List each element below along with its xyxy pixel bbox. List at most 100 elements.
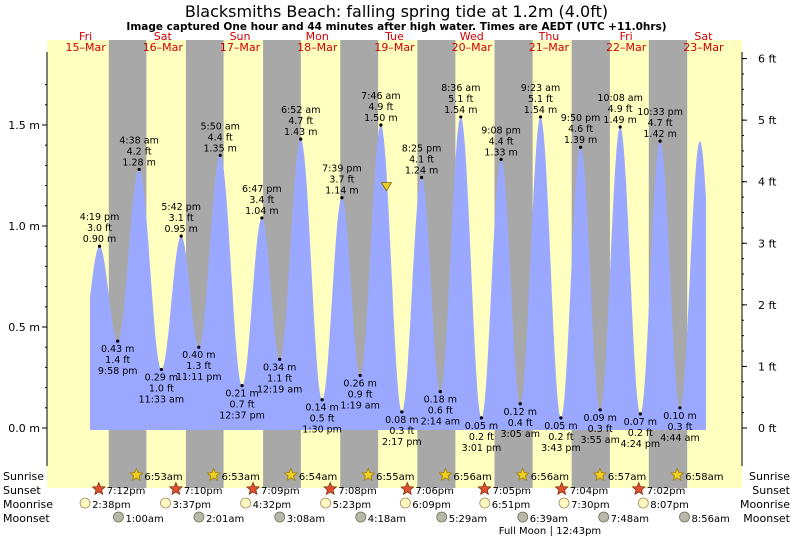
moonrise-time: 2:38pm (92, 500, 131, 511)
right-tick-label: 1 ft (758, 360, 777, 373)
low-tide-m: 0.05 m (544, 421, 577, 432)
low-tide-ft: 1.0 ft (149, 383, 174, 394)
moonrise-icon (79, 497, 91, 509)
low-tide-time: 1:30 pm (302, 425, 342, 436)
moonset-icon (113, 511, 124, 523)
day-label: Fri (620, 30, 633, 43)
low-tide-ft: 0.2 ft (469, 432, 494, 443)
high-tide-time: 8:36 am (441, 83, 480, 94)
moonrise-icon (320, 497, 331, 509)
left-tick-label: 1.5 m (8, 119, 40, 132)
row-label-moonset-left: Moonset (3, 512, 50, 525)
tide-area-path (90, 116, 706, 431)
extremum-dot (218, 153, 222, 157)
moonset-icon (679, 511, 690, 523)
extremum-dot (518, 402, 522, 406)
low-tide-time: 3:43 pm (541, 443, 581, 454)
date-label: 18–Mar (297, 41, 338, 54)
right-tick-label: 5 ft (758, 114, 777, 127)
extremum-dot (438, 390, 442, 394)
low-tide-ft: 0.5 ft (310, 414, 335, 425)
current-tide-marker (380, 182, 393, 192)
high-tide-m: 1.54 m (524, 105, 557, 116)
high-tide-time: 6:47 pm (242, 184, 282, 195)
low-tide-ft: 0.2 ft (628, 428, 653, 439)
low-tide-time: 9:58 pm (98, 366, 138, 377)
sunset-icon (477, 481, 492, 496)
high-tide-time: 4:19 pm (80, 212, 120, 223)
date-label: 21–Mar (529, 41, 570, 54)
low-tide-time: 3:55 am (580, 435, 619, 446)
sunrise-time: 6:58am (685, 472, 723, 483)
low-tide-m: 0.43 m (101, 344, 134, 355)
row-label-sunrise-right: Sunrise (749, 470, 790, 483)
date-label: 22–Mar (606, 41, 647, 54)
extremum-dot (299, 137, 303, 141)
high-tide-time: 10:33 pm (637, 107, 683, 118)
extremum-dot (116, 339, 120, 343)
moonrise-time: 5:23pm (333, 500, 372, 511)
extremum-dot (658, 139, 662, 143)
day-label: Sun (230, 30, 251, 43)
sunset-icon (91, 481, 106, 496)
sunset-time: 7:04pm (570, 486, 609, 497)
extremum-dot (179, 234, 183, 238)
low-tide-ft: 1.1 ft (267, 373, 292, 384)
moonrise-icon (399, 497, 411, 509)
moonset-icon (598, 511, 610, 523)
sunrise-icon (206, 467, 221, 482)
low-tide-m: 0.21 m (225, 389, 258, 400)
sunset-time: 7:09pm (261, 486, 300, 497)
extremum-dot (678, 406, 682, 410)
moonset-icon (193, 511, 205, 523)
high-tide-time: 5:50 am (200, 121, 239, 132)
extremum-dot (499, 157, 503, 161)
date-label: 15–Mar (65, 41, 106, 54)
high-tide-ft: 3.0 ft (87, 223, 112, 234)
high-tide-ft: 5.1 ft (528, 94, 553, 105)
date-label: 20–Mar (452, 41, 493, 54)
low-tide-m: 0.18 m (424, 395, 457, 406)
sunset-icon (323, 481, 338, 496)
high-tide-m: 1.43 m (284, 127, 317, 138)
extremum-dot (618, 125, 622, 129)
high-tide-m: 0.90 m (83, 234, 116, 245)
chart-subtitle: Image captured One hour and 44 minutes a… (126, 21, 666, 33)
day-label: Sat (694, 30, 713, 43)
high-tide-ft: 3.4 ft (249, 195, 274, 206)
right-tick-label: 2 ft (758, 299, 777, 312)
extremum-dot (578, 145, 583, 149)
sunset-time: 7:05pm (493, 486, 532, 497)
moonrise-time: 8:07pm (650, 500, 689, 511)
sunrise-icon (438, 467, 453, 482)
low-tide-time: 4:44 am (660, 433, 699, 444)
moonrise-time: 3:37pm (172, 500, 211, 511)
moonset-icon (436, 511, 448, 523)
low-tide-time: 2:17 pm (382, 437, 422, 448)
day-label: Mon (306, 30, 329, 43)
sunrise-time: 6:56am (531, 472, 569, 483)
moonset-icon (517, 511, 529, 523)
low-tide-ft: 0.4 ft (508, 418, 533, 429)
moonrise-icon (160, 497, 171, 509)
low-tide-time: 3:01 pm (462, 443, 502, 454)
moonset-time: 5:29am (449, 514, 487, 525)
moonset-icon (274, 511, 286, 523)
extremum-dot (479, 416, 484, 420)
low-tide-m: 0.07 m (624, 417, 657, 428)
sunrise-icon (670, 467, 685, 482)
moonrise-icon (479, 497, 491, 509)
low-tide-m: 0.26 m (343, 378, 376, 389)
high-tide-time: 10:08 am (597, 93, 642, 104)
row-label-sunrise-left: Sunrise (3, 470, 44, 483)
sunrise-time: 6:57am (608, 472, 646, 483)
high-tide-time: 9:23 am (521, 83, 560, 94)
low-tide-time: 12:37 pm (219, 411, 265, 422)
extremum-dot (538, 115, 543, 119)
extremum-dot (260, 216, 264, 220)
high-tide-m: 1.24 m (405, 166, 438, 177)
sunset-time: 7:02pm (647, 486, 686, 497)
high-tide-ft: 4.7 ft (288, 116, 313, 127)
row-label-moonrise-right: Moonrise (740, 498, 790, 511)
